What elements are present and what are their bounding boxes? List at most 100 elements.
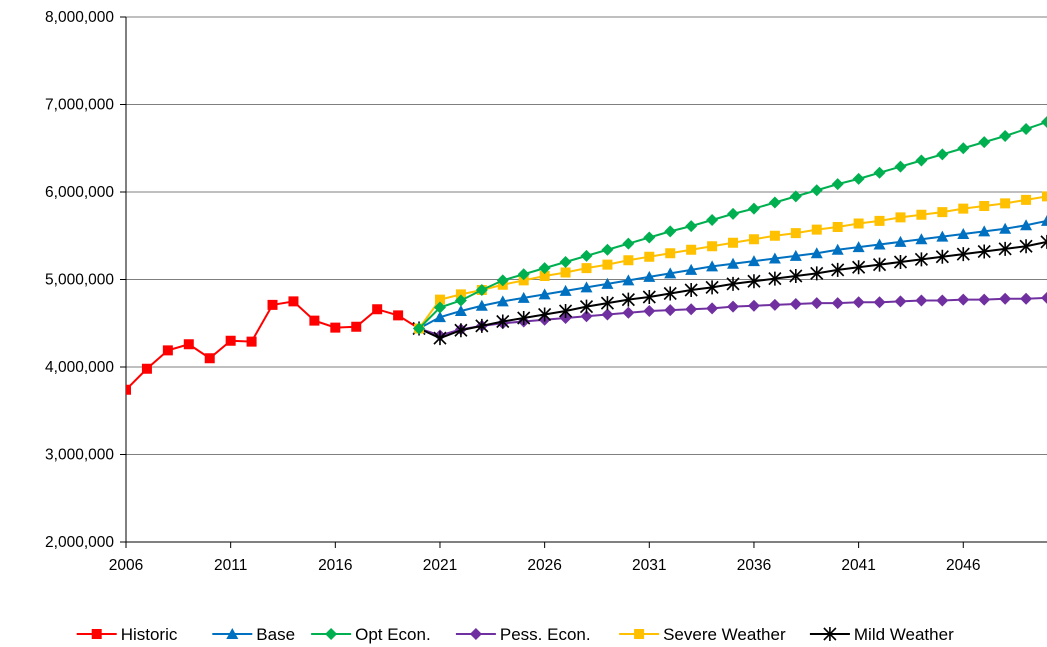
- data-point: [685, 303, 698, 316]
- y-tick-label: 4,000,000: [45, 359, 114, 376]
- legend-label: Mild Weather: [854, 625, 954, 644]
- data-point: [957, 142, 970, 155]
- y-tick-label: 7,000,000: [45, 97, 114, 114]
- data-point: [978, 136, 991, 149]
- data-point: [433, 301, 446, 314]
- data-point: [936, 230, 949, 242]
- data-point: [852, 296, 865, 309]
- data-point: [581, 263, 592, 274]
- series-historic: [126, 296, 425, 395]
- data-point: [893, 255, 908, 269]
- data-point: [642, 290, 656, 304]
- y-tick-label: 3,000,000: [45, 447, 114, 464]
- data-point: [936, 148, 949, 161]
- data-point: [330, 322, 341, 333]
- x-tick-label: 2016: [318, 557, 352, 574]
- data-point: [727, 207, 740, 220]
- legend-label: Pess. Econ.: [500, 625, 591, 644]
- data-point: [433, 331, 447, 346]
- data-point: [706, 302, 719, 315]
- data-point: [454, 323, 468, 338]
- legend-label: Historic: [121, 625, 178, 644]
- data-point: [790, 228, 801, 239]
- data-point: [517, 291, 530, 303]
- data-point: [769, 230, 780, 241]
- data-point: [895, 212, 906, 223]
- data-point: [831, 178, 844, 191]
- data-point: [141, 363, 152, 374]
- data-point: [999, 130, 1012, 142]
- data-point: [351, 321, 362, 332]
- data-point: [475, 318, 489, 333]
- data-point: [1020, 123, 1033, 135]
- legend-marker: [634, 629, 645, 639]
- legend-item: Opt Econ.: [311, 625, 431, 644]
- data-point: [872, 257, 887, 272]
- legend-item: Severe Weather: [619, 625, 786, 644]
- data-point: [559, 256, 572, 268]
- data-point: [707, 241, 718, 252]
- data-point: [978, 293, 991, 306]
- data-point: [539, 271, 550, 281]
- data-point: [999, 222, 1012, 234]
- data-point: [602, 259, 613, 270]
- x-tick-label: 2026: [527, 557, 561, 574]
- data-point: [873, 238, 886, 250]
- data-point: [559, 284, 572, 296]
- data-point: [162, 345, 173, 356]
- data-point: [601, 243, 614, 256]
- data-point: [517, 268, 530, 281]
- data-point: [914, 252, 928, 267]
- data-point: [915, 233, 928, 245]
- data-point: [434, 294, 445, 305]
- x-tick-label: 2031: [632, 557, 666, 574]
- legend-item: Historic: [76, 625, 178, 644]
- data-point: [288, 296, 299, 307]
- data-point: [580, 249, 593, 262]
- x-tick-label: 2006: [109, 557, 143, 574]
- data-point: [685, 220, 698, 233]
- data-point: [894, 235, 907, 247]
- data-point: [747, 299, 760, 312]
- data-point: [309, 315, 320, 326]
- data-point: [810, 184, 823, 197]
- data-point: [560, 267, 571, 278]
- data-point: [999, 292, 1012, 305]
- series-severe-weather: [414, 191, 1047, 334]
- data-point: [496, 314, 510, 329]
- data-point: [894, 295, 907, 308]
- data-point: [706, 214, 719, 226]
- data-point: [517, 311, 531, 325]
- data-point: [852, 260, 866, 275]
- data-point: [1041, 116, 1047, 128]
- data-point: [126, 384, 131, 395]
- data-point: [916, 209, 927, 220]
- data-point: [936, 294, 949, 307]
- data-point: [684, 283, 698, 297]
- legend-item: Base: [212, 625, 295, 644]
- data-point: [728, 237, 739, 248]
- data-point: [580, 281, 593, 293]
- data-point: [413, 322, 426, 335]
- data-point: [1020, 219, 1033, 231]
- y-tick-label: 6,000,000: [45, 184, 114, 201]
- data-point: [726, 276, 740, 291]
- data-point: [873, 296, 886, 309]
- data-point: [580, 310, 593, 323]
- data-point: [518, 275, 529, 286]
- series-line: [418, 121, 1047, 330]
- data-point: [246, 336, 257, 347]
- data-point: [748, 234, 759, 245]
- data-point: [810, 266, 824, 281]
- y-tick-label: 2,000,000: [45, 534, 114, 551]
- gridlines: [126, 16, 1047, 455]
- legend-item: Mild Weather: [809, 625, 954, 644]
- data-point: [204, 353, 215, 364]
- data-point: [579, 299, 594, 314]
- data-point: [810, 297, 823, 310]
- data-point: [1041, 291, 1047, 304]
- data-point: [496, 274, 509, 287]
- data-point: [768, 271, 782, 286]
- data-point: [957, 228, 970, 239]
